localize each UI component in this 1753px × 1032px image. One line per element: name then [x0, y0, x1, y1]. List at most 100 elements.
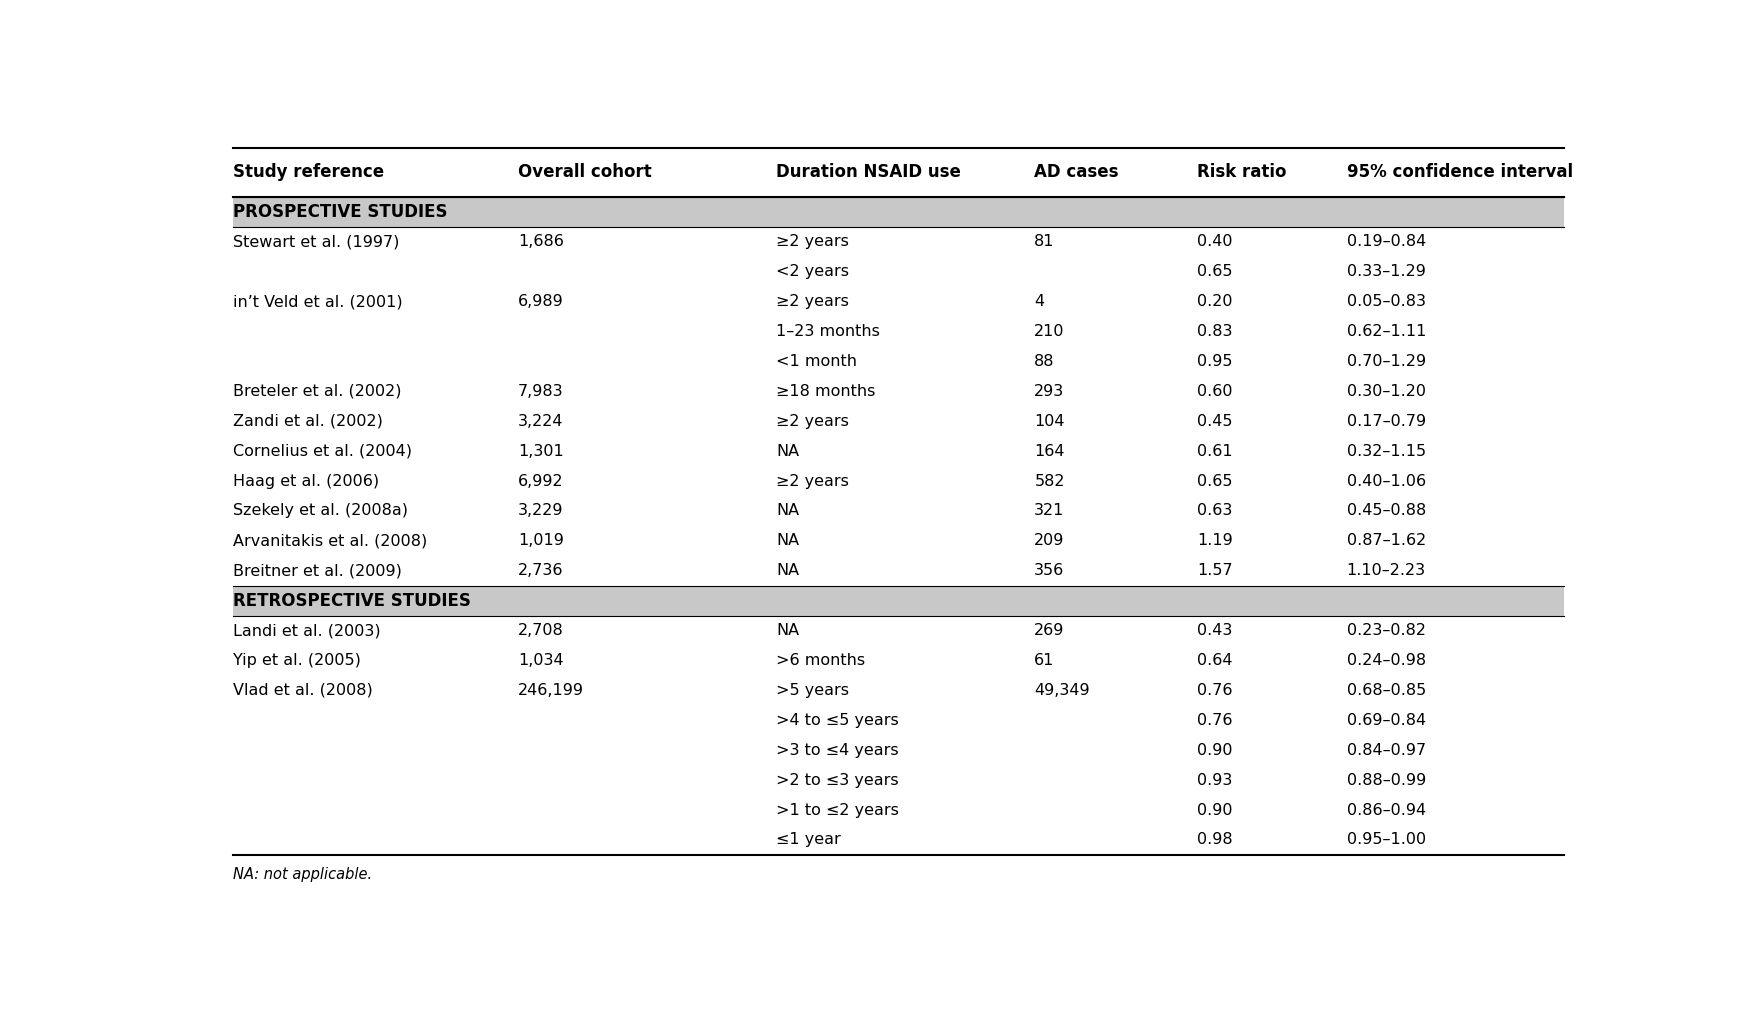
Text: 164: 164	[1034, 444, 1064, 458]
Text: Risk ratio: Risk ratio	[1197, 163, 1287, 182]
Bar	[233, 646, 1564, 676]
Text: >5 years: >5 years	[777, 683, 848, 698]
Text: Haag et al. (2006): Haag et al. (2006)	[233, 474, 379, 488]
Text: ≤1 year: ≤1 year	[777, 833, 841, 847]
Bar	[233, 148, 1564, 197]
Text: 0.90: 0.90	[1197, 803, 1232, 817]
Text: ≥2 years: ≥2 years	[777, 294, 848, 310]
Text: 81: 81	[1034, 234, 1055, 250]
Text: 269: 269	[1034, 623, 1064, 638]
Text: 0.76: 0.76	[1197, 683, 1232, 698]
Text: 2,736: 2,736	[519, 563, 563, 578]
Bar	[233, 676, 1564, 706]
Text: AD cases: AD cases	[1034, 163, 1118, 182]
Text: 95% confidence interval: 95% confidence interval	[1346, 163, 1572, 182]
Text: 0.76: 0.76	[1197, 713, 1232, 728]
Bar	[233, 437, 1564, 466]
Bar	[233, 377, 1564, 407]
Text: 0.32–1.15: 0.32–1.15	[1346, 444, 1425, 458]
Bar	[233, 616, 1564, 646]
Text: NA: not applicable.: NA: not applicable.	[233, 867, 372, 881]
Text: 0.05–0.83: 0.05–0.83	[1346, 294, 1425, 310]
Text: Yip et al. (2005): Yip et al. (2005)	[233, 653, 361, 668]
Bar	[233, 526, 1564, 556]
Bar	[233, 257, 1564, 287]
Bar	[233, 706, 1564, 735]
Bar	[233, 197, 1564, 227]
Text: 1,019: 1,019	[519, 534, 564, 548]
Bar	[233, 556, 1564, 586]
Text: Breitner et al. (2009): Breitner et al. (2009)	[233, 563, 401, 578]
Text: 0.90: 0.90	[1197, 743, 1232, 757]
Text: 6,992: 6,992	[519, 474, 564, 488]
Text: Duration NSAID use: Duration NSAID use	[777, 163, 961, 182]
Text: 1,301: 1,301	[519, 444, 564, 458]
Bar	[233, 735, 1564, 765]
Bar	[233, 795, 1564, 825]
Text: 0.40: 0.40	[1197, 234, 1232, 250]
Text: Breteler et al. (2002): Breteler et al. (2002)	[233, 384, 401, 398]
Text: 0.95: 0.95	[1197, 354, 1232, 368]
Text: 0.65: 0.65	[1197, 474, 1232, 488]
Text: 104: 104	[1034, 414, 1064, 428]
Text: 0.17–0.79: 0.17–0.79	[1346, 414, 1425, 428]
Text: NA: NA	[777, 504, 799, 518]
Text: in’t Veld et al. (2001): in’t Veld et al. (2001)	[233, 294, 403, 310]
Text: 0.83: 0.83	[1197, 324, 1232, 340]
Bar	[233, 765, 1564, 795]
Bar	[233, 227, 1564, 257]
Text: PROSPECTIVE STUDIES: PROSPECTIVE STUDIES	[233, 203, 447, 221]
Text: NA: NA	[777, 534, 799, 548]
Text: >3 to ≤4 years: >3 to ≤4 years	[777, 743, 899, 757]
Text: 0.86–0.94: 0.86–0.94	[1346, 803, 1425, 817]
Text: 0.70–1.29: 0.70–1.29	[1346, 354, 1425, 368]
Text: 210: 210	[1034, 324, 1064, 340]
Text: 0.23–0.82: 0.23–0.82	[1346, 623, 1425, 638]
Text: 0.61: 0.61	[1197, 444, 1232, 458]
Bar	[233, 317, 1564, 347]
Text: 2,708: 2,708	[519, 623, 564, 638]
Text: Vlad et al. (2008): Vlad et al. (2008)	[233, 683, 372, 698]
Text: 0.30–1.20: 0.30–1.20	[1346, 384, 1425, 398]
Text: 0.33–1.29: 0.33–1.29	[1346, 264, 1425, 280]
Text: 0.64: 0.64	[1197, 653, 1232, 668]
Text: 0.20: 0.20	[1197, 294, 1232, 310]
Text: 582: 582	[1034, 474, 1064, 488]
Text: 0.84–0.97: 0.84–0.97	[1346, 743, 1425, 757]
Text: 356: 356	[1034, 563, 1064, 578]
Text: 0.40–1.06: 0.40–1.06	[1346, 474, 1425, 488]
Bar	[233, 466, 1564, 496]
Bar	[233, 407, 1564, 437]
Text: Study reference: Study reference	[233, 163, 384, 182]
Text: >1 to ≤2 years: >1 to ≤2 years	[777, 803, 899, 817]
Text: 1.19: 1.19	[1197, 534, 1232, 548]
Text: 0.45: 0.45	[1197, 414, 1232, 428]
Text: Landi et al. (2003): Landi et al. (2003)	[233, 623, 380, 638]
Text: NA: NA	[777, 563, 799, 578]
Text: 0.24–0.98: 0.24–0.98	[1346, 653, 1425, 668]
Text: 0.45–0.88: 0.45–0.88	[1346, 504, 1425, 518]
Text: 3,229: 3,229	[519, 504, 563, 518]
Text: ≥18 months: ≥18 months	[777, 384, 875, 398]
Text: 0.63: 0.63	[1197, 504, 1232, 518]
Bar	[233, 496, 1564, 526]
Bar	[233, 825, 1564, 854]
Text: 0.60: 0.60	[1197, 384, 1232, 398]
Text: Zandi et al. (2002): Zandi et al. (2002)	[233, 414, 382, 428]
Text: 1,034: 1,034	[519, 653, 564, 668]
Text: >4 to ≤5 years: >4 to ≤5 years	[777, 713, 899, 728]
Text: 0.87–1.62: 0.87–1.62	[1346, 534, 1425, 548]
Text: 0.69–0.84: 0.69–0.84	[1346, 713, 1425, 728]
Text: 3,224: 3,224	[519, 414, 563, 428]
Text: 0.95–1.00: 0.95–1.00	[1346, 833, 1425, 847]
Text: ≥2 years: ≥2 years	[777, 234, 848, 250]
Bar	[233, 586, 1564, 616]
Text: <2 years: <2 years	[777, 264, 848, 280]
Text: ≥2 years: ≥2 years	[777, 474, 848, 488]
Text: 0.93: 0.93	[1197, 773, 1232, 787]
Text: 88: 88	[1034, 354, 1055, 368]
Text: 7,983: 7,983	[519, 384, 564, 398]
Text: 209: 209	[1034, 534, 1064, 548]
Text: 246,199: 246,199	[519, 683, 584, 698]
Text: 1.10–2.23: 1.10–2.23	[1346, 563, 1425, 578]
